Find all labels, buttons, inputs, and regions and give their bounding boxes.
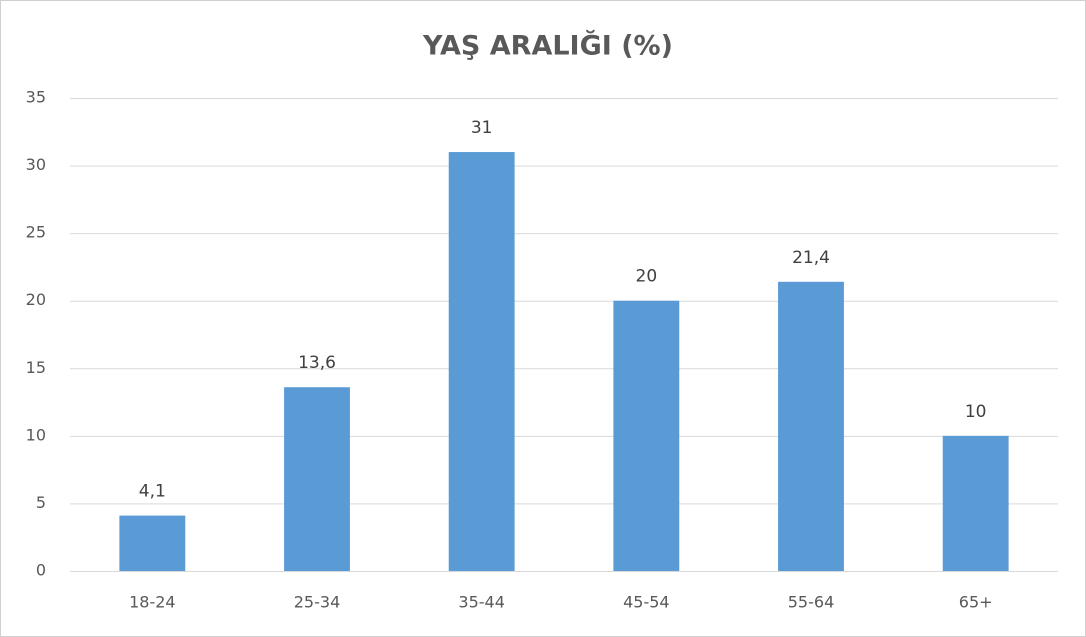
data-label: 4,1: [139, 482, 166, 502]
bar: [613, 300, 680, 571]
x-tick-label: 45-54: [623, 593, 670, 612]
data-label: 20: [636, 267, 658, 287]
bar: [119, 515, 186, 571]
data-label: 21,4: [792, 248, 830, 268]
y-tick-label: 25: [26, 223, 46, 242]
bar: [448, 152, 515, 572]
bar: [942, 435, 1009, 571]
y-tick-label: 30: [26, 155, 46, 174]
data-label: 31: [471, 118, 493, 138]
x-tick-label: 55-64: [788, 593, 835, 612]
bar: [778, 281, 844, 571]
x-tick-label: 65+: [959, 593, 993, 612]
y-tick-label: 5: [36, 493, 46, 512]
x-tick-label: 18-24: [129, 593, 176, 612]
y-tick-label: 15: [26, 358, 46, 377]
y-tick-label: 20: [26, 290, 46, 309]
y-tick-label: 35: [26, 88, 46, 107]
data-label: 13,6: [298, 353, 336, 373]
y-tick-label: 0: [36, 561, 46, 580]
x-tick-label: 35-44: [458, 593, 505, 612]
bar: [284, 387, 350, 571]
chart-title: YAŞ ARALIĞI (%): [422, 30, 673, 62]
x-tick-label: 25-34: [294, 593, 341, 612]
data-label: 10: [965, 402, 987, 422]
y-tick-label: 10: [26, 425, 46, 444]
